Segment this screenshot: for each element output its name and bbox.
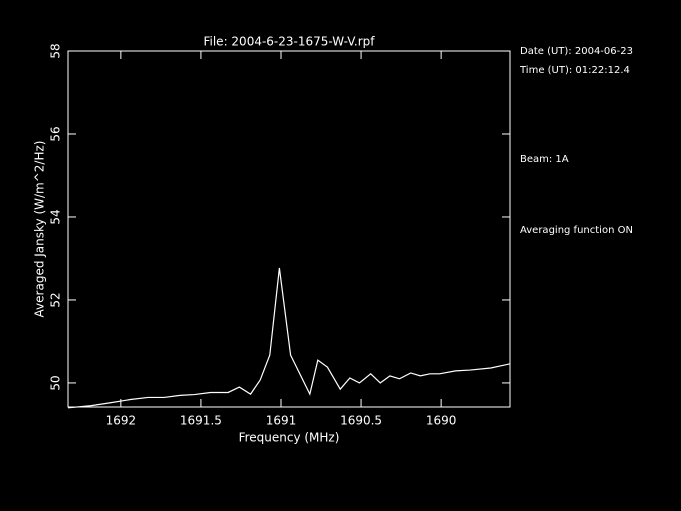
x-tick-label: 1691.5 [180, 414, 222, 428]
y-tick-label: 56 [49, 126, 63, 141]
plot-frame [67, 50, 511, 408]
x-tick-label: 1691 [266, 414, 297, 428]
y-tick-label: 52 [49, 292, 63, 307]
x-tick-label: 1690 [426, 414, 457, 428]
x-tick-label: 1690.5 [340, 414, 382, 428]
data-line [67, 267, 511, 409]
x-tick-label: 1692 [106, 414, 137, 428]
y-tick-label: 54 [49, 209, 63, 224]
y-axis-label: Averaged Jansky (W/m^2/Hz) [33, 141, 47, 318]
annotation: Time (UT): 01:22:12.4 [519, 65, 630, 76]
x-axis-label: Frequency (MHz) [239, 431, 340, 445]
annotation: Date (UT): 2004-06-23 [520, 46, 633, 57]
annotation: Beam: 1A [520, 154, 569, 165]
y-tick-label: 50 [49, 375, 63, 390]
annotation: Averaging function ON [520, 225, 633, 236]
y-tick-label: 58 [49, 43, 63, 58]
chart-title: File: 2004-6-23-1675-W-V.rpf [203, 35, 375, 49]
